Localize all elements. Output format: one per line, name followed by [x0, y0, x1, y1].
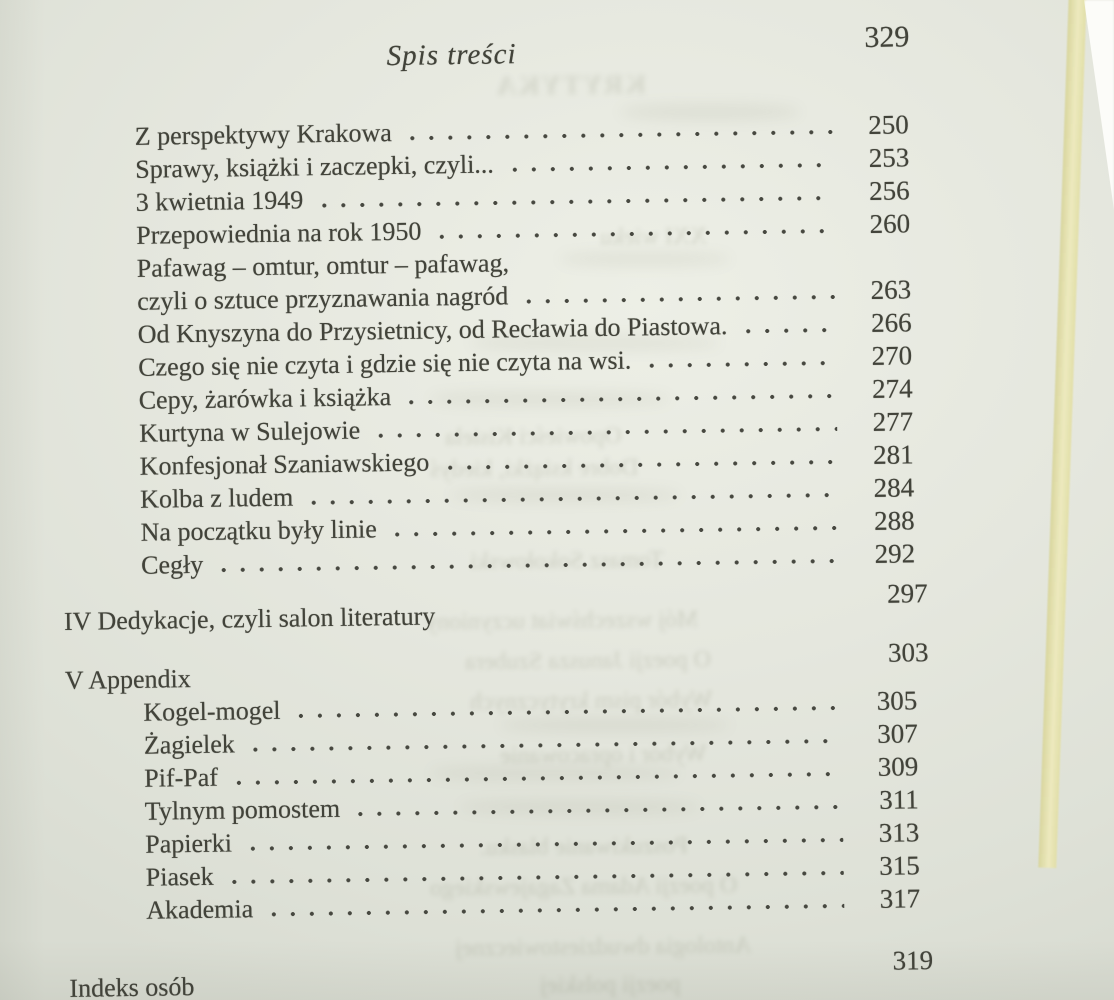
- toc-entry-label: Pif-Paf: [144, 762, 219, 793]
- toc-entry-label: Na początku były linie: [140, 514, 377, 547]
- dot-leader: [447, 593, 840, 632]
- dot-leader: [739, 307, 836, 342]
- toc-page-number: 313: [878, 817, 920, 848]
- toc-entry-label: Akademia: [146, 894, 254, 925]
- toc-entry-label: IV Dedykacje, czyli salon literatury: [63, 601, 436, 636]
- toc-section-row: IV Dedykacje, czyli salon literatury 297: [63, 578, 928, 638]
- toc-section-row: Indeks osób 319: [69, 945, 933, 1000]
- toc-entry-label: Z perspektywy Krakowa: [134, 118, 393, 151]
- dot-leader: [505, 142, 834, 181]
- toc-entry-label: Kolba z ludem: [139, 482, 294, 514]
- toc-entry-label: Cegły: [140, 549, 204, 580]
- page-number: 329: [864, 20, 910, 55]
- toc-entry-label: Żagielek: [143, 729, 235, 760]
- toc-entry-label: Papierki: [145, 828, 233, 859]
- toc-page-number: 263: [870, 274, 912, 305]
- toc-page-number: 311: [878, 784, 919, 815]
- toc-page: Spis treści 329 Z perspektywy Krakowa 250…: [55, 20, 934, 1000]
- dot-leader: [206, 960, 845, 1000]
- toc-entry-label: Indeks osób: [69, 972, 195, 1000]
- toc-list: Z perspektywy Krakowa 250 Sprawy, książki …: [57, 108, 934, 1000]
- toc-page-number: 319: [892, 945, 934, 976]
- toc-page-number: 256: [868, 175, 910, 206]
- toc-entry-label: Tylnym pomostem: [144, 793, 341, 826]
- toc-entry-label: Przepowiednia na rok 1950: [136, 216, 422, 250]
- dot-leader: [521, 241, 835, 279]
- toc-entry-label: Sprawy, książki i zaczepki, czyli...: [135, 149, 495, 184]
- toc-page-number: 292: [874, 538, 916, 569]
- toc-page-number: 274: [871, 373, 913, 404]
- toc-entry-label: Kurtyna w Sulejowie: [138, 415, 361, 448]
- toc-page-number: 253: [868, 142, 910, 173]
- toc-page-number: 317: [879, 883, 921, 914]
- toc-page-number: 260: [869, 208, 911, 239]
- toc-page-number: 277: [872, 406, 914, 437]
- toc-title: Spis treści: [386, 38, 517, 73]
- toc-page-number: 266: [870, 307, 912, 338]
- toc-page-number: 250: [867, 109, 909, 140]
- toc-page-number: 305: [876, 685, 918, 716]
- toc-page-number: 307: [877, 718, 918, 749]
- toc-page-number: 281: [872, 439, 914, 470]
- toc-entry-label: czyli o sztuce przyznawania nagród: [137, 281, 509, 316]
- ghost-smudge: [560, 252, 730, 266]
- toc-page-number: 297: [886, 578, 928, 609]
- toc-entry-label: Piasek: [145, 861, 214, 892]
- toc-page-number: 288: [873, 505, 915, 536]
- toc-page-number: 303: [887, 637, 929, 668]
- toc-entry-label: V Appendix: [64, 664, 191, 695]
- toc-page-number: 309: [877, 751, 919, 782]
- toc-entry-label: Pafawag – omtur, omtur – pafawag,: [136, 248, 510, 283]
- toc-page-number: 270: [871, 340, 913, 371]
- dot-leader: [519, 274, 836, 313]
- toc-entry-label: 3 kwietnia 1949: [135, 185, 304, 217]
- toc-entry-label: Konfesjonał Szaniawskiego: [139, 447, 430, 481]
- toc-page-number: 315: [878, 850, 920, 881]
- toc-entry-label: Cepy, żarówka i książka: [138, 382, 392, 415]
- dot-leader: [643, 340, 837, 377]
- toc-entry-label: Kogel-mogel: [143, 695, 281, 727]
- toc-page-number: 284: [873, 472, 915, 503]
